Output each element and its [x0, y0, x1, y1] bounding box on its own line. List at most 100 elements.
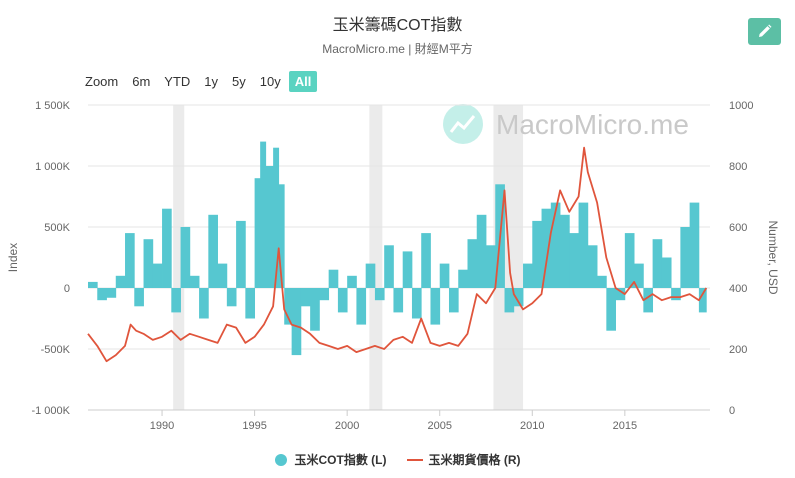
zoom-5y-button[interactable]: 5y	[232, 73, 246, 89]
index-bar	[467, 239, 478, 288]
shaded-period-0	[173, 105, 185, 410]
index-bar	[523, 263, 533, 288]
index-bar	[393, 288, 404, 313]
index-bar	[578, 202, 589, 288]
index-bar	[245, 288, 256, 319]
index-bar	[125, 233, 135, 288]
index-bar	[171, 288, 181, 313]
index-bar	[265, 166, 274, 288]
y-right-tick-label: 200	[729, 344, 747, 356]
legend-label-corn-price: 玉米期貨價格 (R)	[428, 453, 521, 467]
shaded-period-1	[369, 105, 383, 410]
index-bar	[273, 147, 280, 288]
index-bar	[698, 288, 707, 313]
y-right-axis-label: Number, USD	[766, 220, 780, 294]
index-bar	[504, 288, 515, 313]
index-bar	[689, 202, 700, 288]
y-left-tick-label: 0	[64, 283, 70, 295]
index-bar	[365, 263, 376, 288]
index-bar	[310, 288, 320, 331]
index-bar	[634, 263, 644, 288]
index-bar	[97, 288, 107, 301]
index-bar	[134, 288, 144, 307]
index-bar	[162, 208, 172, 288]
index-bar	[671, 288, 681, 301]
price-line	[87, 146, 708, 363]
legend-label-cot-index: 玉米COT指數 (L)	[294, 453, 387, 467]
index-bar	[347, 275, 357, 288]
y-right-tick-label: 600	[729, 222, 747, 234]
index-bar	[208, 214, 218, 288]
chart-subtitle: MacroMicro.me | 財經M平方	[322, 42, 473, 56]
x-tick-label: 1995	[242, 420, 266, 432]
index-bar	[143, 239, 154, 288]
y-left-tick-label: -500K	[41, 344, 71, 356]
index-bar	[680, 227, 691, 288]
index-bar	[106, 288, 117, 298]
index-bar	[217, 263, 228, 288]
x-tick-label: 2010	[520, 420, 544, 432]
index-bar	[319, 288, 330, 301]
index-bar	[152, 263, 163, 288]
zoom-label: Zoom	[85, 73, 119, 89]
zoom-6m-button[interactable]: 6m	[132, 73, 151, 89]
index-bar	[260, 141, 267, 288]
index-bar	[458, 269, 468, 288]
index-bar	[597, 275, 607, 288]
index-bar	[356, 288, 367, 325]
legend-line-icon	[406, 458, 423, 461]
index-bar	[448, 288, 459, 313]
y-right-tick-label: 400	[729, 283, 747, 295]
index-bar	[284, 288, 293, 325]
index-bar	[569, 233, 579, 288]
legend-dot-icon	[274, 453, 287, 466]
edit-button[interactable]	[748, 18, 781, 45]
index-bar	[328, 269, 339, 288]
y-left-tick-label: 500K	[44, 222, 70, 234]
x-tick-label: 2000	[335, 420, 359, 432]
index-bar	[115, 275, 126, 288]
zoom-all-button[interactable]: All	[288, 70, 318, 92]
index-bar	[337, 288, 348, 313]
y-left-tick-label: -1 000K	[31, 405, 70, 417]
index-bar	[189, 275, 200, 288]
index-bar	[587, 245, 598, 288]
index-bar	[541, 208, 552, 288]
index-bar	[411, 288, 422, 319]
zoom-10y-button[interactable]: 10y	[259, 73, 281, 89]
legend: 玉米COT指數 (L) 玉米期貨價格 (R)	[0, 451, 795, 468]
y-left-tick-label: 1 500K	[35, 100, 71, 112]
legend-item-cot-index[interactable]: 玉米COT指數 (L)	[274, 451, 387, 468]
index-bar	[643, 288, 654, 313]
index-bar	[624, 233, 635, 288]
watermark-logo	[443, 104, 483, 144]
index-bar	[236, 220, 246, 288]
index-bar	[560, 214, 570, 288]
index-bar	[254, 178, 261, 288]
index-bar	[615, 288, 626, 301]
index-bar	[439, 263, 450, 288]
index-bar	[374, 288, 385, 301]
legend-item-corn-price[interactable]: 玉米期貨價格 (R)	[406, 451, 521, 468]
index-bar	[278, 184, 285, 288]
chart-title: 玉米籌碼COT指數	[332, 17, 463, 34]
index-bar	[476, 214, 487, 288]
zoom-ytd-button[interactable]: YTD	[164, 73, 191, 89]
watermark-text: MacroMicro.me	[496, 109, 689, 140]
y-right-tick-label: 800	[729, 161, 747, 173]
index-bar	[661, 257, 672, 288]
x-tick-label: 2005	[427, 420, 451, 432]
index-bar	[180, 227, 191, 288]
index-bar	[199, 288, 209, 319]
zoom-1y-button[interactable]: 1y	[204, 73, 219, 89]
index-bar	[402, 251, 413, 288]
index-bar	[421, 233, 431, 288]
y-right-tick-label: 1000	[729, 100, 753, 112]
x-tick-label: 1990	[150, 420, 174, 432]
x-tick-label: 2015	[613, 420, 637, 432]
index-bar	[652, 239, 663, 288]
index-bar	[486, 245, 496, 288]
index-bar	[291, 288, 302, 356]
index-bar	[88, 281, 98, 288]
